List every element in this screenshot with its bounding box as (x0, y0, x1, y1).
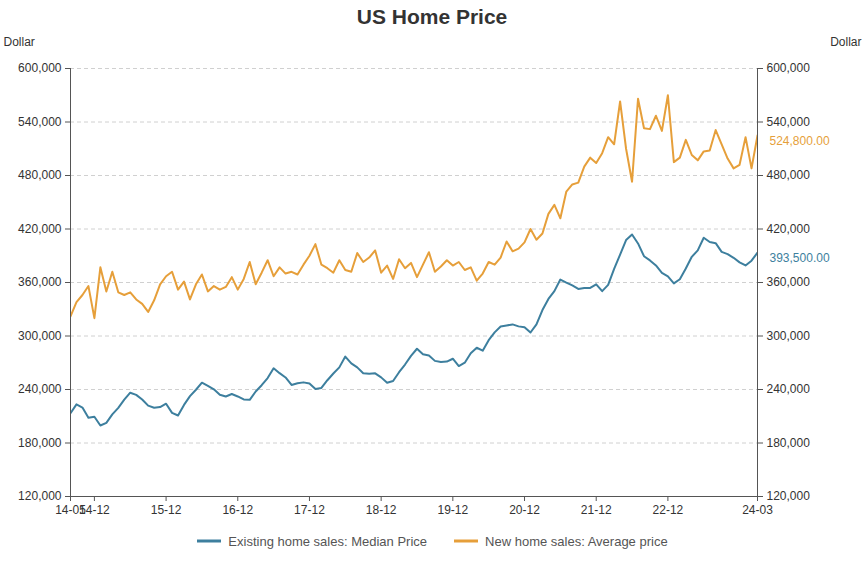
svg-text:20-12: 20-12 (509, 503, 540, 517)
svg-text:240,000: 240,000 (18, 382, 62, 396)
html-text:Existing home sales: Median Pr: Existing home sales: Median Price (228, 533, 428, 549)
svg-text:17-12: 17-12 (294, 503, 325, 517)
svg-text:180,000: 180,000 (767, 436, 811, 450)
svg-text:Dollar: Dollar (830, 35, 861, 49)
svg-text:600,000: 600,000 (767, 61, 811, 75)
svg-text:14-12: 14-12 (79, 503, 110, 517)
svg-text:14-05: 14-05 (55, 503, 86, 517)
svg-text:21-12: 21-12 (581, 503, 612, 517)
svg-text:600,000: 600,000 (18, 61, 62, 75)
svg-text:180,000: 180,000 (18, 436, 62, 450)
svg-text:300,000: 300,000 (18, 329, 62, 343)
svg-text:480,000: 480,000 (18, 168, 62, 182)
svg-text:18-12: 18-12 (366, 503, 397, 517)
svg-text:Dollar: Dollar (4, 35, 35, 49)
svg-text:300,000: 300,000 (767, 329, 811, 343)
svg-text:120,000: 120,000 (18, 489, 62, 503)
html-text:US Home Price: US Home Price (356, 5, 508, 28)
svg-text:240,000: 240,000 (767, 382, 811, 396)
svg-text:480,000: 480,000 (767, 168, 811, 182)
svg-text:360,000: 360,000 (18, 275, 62, 289)
svg-text:19-12: 19-12 (437, 503, 468, 517)
svg-text:393,500.00: 393,500.00 (770, 251, 830, 265)
svg-text:16-12: 16-12 (222, 503, 253, 517)
svg-text:540,000: 540,000 (18, 115, 62, 129)
svg-text:15-12: 15-12 (151, 503, 182, 517)
svg-text:540,000: 540,000 (767, 115, 811, 129)
svg-text:420,000: 420,000 (18, 222, 62, 236)
svg-text:24-03: 24-03 (742, 503, 773, 517)
svg-text:120,000: 120,000 (767, 489, 811, 503)
svg-text:524,800.00: 524,800.00 (770, 134, 830, 148)
svg-text:22-12: 22-12 (653, 503, 684, 517)
svg-text:360,000: 360,000 (767, 275, 811, 289)
html-text:New home sales: Average price: New home sales: Average price (485, 533, 668, 549)
svg-text:420,000: 420,000 (767, 222, 811, 236)
